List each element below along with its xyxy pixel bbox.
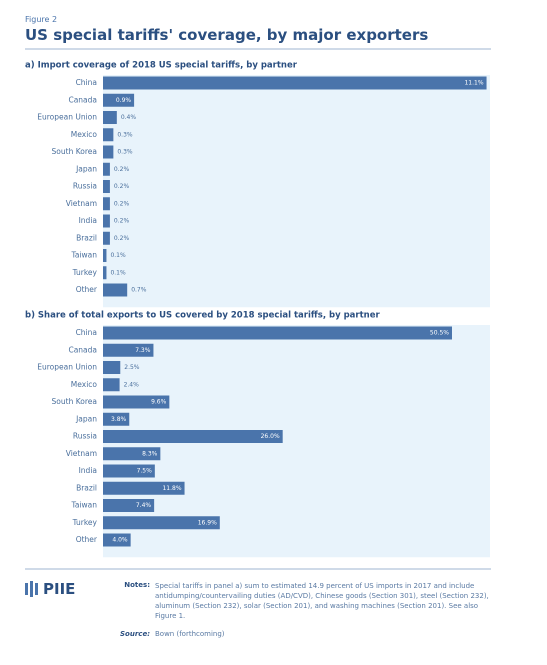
- category-label: Russia: [73, 432, 97, 441]
- value-label: 0.7%: [131, 287, 147, 294]
- bar: [103, 93, 135, 107]
- bar: [103, 266, 107, 280]
- category-label: Mexico: [71, 380, 98, 389]
- value-label: 50.5%: [430, 330, 449, 337]
- value-label: 11.1%: [464, 80, 483, 87]
- category-label: Mexico: [71, 130, 98, 139]
- category-label: Other: [76, 285, 98, 294]
- category-label: Russia: [73, 182, 97, 191]
- category-label: South Korea: [52, 397, 97, 406]
- value-label: 0.1%: [110, 269, 126, 276]
- category-label: India: [79, 216, 97, 225]
- bar: [103, 343, 154, 357]
- notes: Special tariffs in panel a) sum to estim…: [155, 582, 489, 620]
- category-label: China: [76, 78, 97, 87]
- value-label: 9.6%: [151, 399, 167, 406]
- value-label: 4.0%: [112, 537, 128, 544]
- logo: PIIE: [25, 580, 75, 598]
- category-label: Brazil: [76, 233, 97, 242]
- bar: [103, 162, 110, 176]
- bar: [103, 128, 114, 142]
- value-label: 0.3%: [117, 131, 133, 138]
- category-label: Japan: [75, 164, 97, 173]
- value-label: 0.2%: [114, 235, 130, 242]
- figure-label: Figure 2: [25, 15, 58, 24]
- category-label: Other: [76, 535, 98, 544]
- value-label: 0.2%: [114, 183, 130, 190]
- source-label: Source:: [120, 630, 150, 638]
- bar: [103, 533, 131, 547]
- bar: [103, 499, 155, 512]
- logo-text: PIIE: [43, 580, 76, 598]
- category-label: Canada: [68, 95, 97, 104]
- bar: [103, 145, 114, 159]
- bar: [103, 111, 117, 124]
- panel-title: b) Share of total exports to US covered …: [25, 311, 380, 321]
- category-label: Japan: [75, 414, 97, 423]
- bar: [103, 249, 107, 262]
- value-label: 0.4%: [121, 114, 137, 121]
- bar: [103, 76, 487, 90]
- category-label: Turkey: [72, 518, 98, 527]
- bar: [103, 326, 452, 340]
- value-label: 3.8%: [111, 416, 127, 423]
- bar: [103, 214, 110, 228]
- category-label: Taiwan: [70, 501, 97, 510]
- category-label: Turkey: [72, 268, 98, 277]
- value-label: 11.8%: [162, 485, 181, 492]
- bar: [103, 395, 170, 409]
- value-label: 0.2%: [114, 166, 130, 173]
- bar: [103, 283, 128, 297]
- panel-title: a) Import coverage of 2018 US special ta…: [25, 61, 298, 71]
- value-label: 7.5%: [137, 468, 153, 475]
- value-label: 16.9%: [198, 519, 217, 526]
- value-label: 26.0%: [261, 433, 280, 440]
- panel-background: [103, 75, 490, 308]
- value-label: 7.3%: [135, 347, 151, 354]
- value-label: 2.4%: [124, 381, 140, 388]
- bar: [103, 430, 283, 443]
- notes-label: Notes:: [124, 581, 150, 589]
- category-label: Canada: [68, 345, 97, 354]
- bar: [103, 378, 120, 392]
- bar: [103, 447, 161, 461]
- category-label: Vietnam: [66, 449, 97, 458]
- source: Bown (forthcoming): [155, 630, 225, 638]
- value-label: 7.4%: [136, 502, 152, 509]
- category-label: Taiwan: [70, 251, 97, 260]
- figure-title: US special tariffs' coverage, by major e…: [25, 26, 429, 44]
- category-label: European Union: [37, 113, 97, 122]
- bar: [103, 180, 110, 193]
- value-label: 0.2%: [114, 218, 130, 225]
- value-label: 8.3%: [142, 450, 158, 457]
- bar: [103, 197, 110, 211]
- value-label: 2.5%: [124, 364, 140, 371]
- category-label: Brazil: [76, 483, 97, 492]
- category-label: European Union: [37, 363, 97, 372]
- value-label: 0.9%: [116, 97, 132, 104]
- category-label: China: [76, 328, 97, 337]
- category-label: South Korea: [52, 147, 97, 156]
- bar: [103, 516, 220, 530]
- bar: [103, 361, 121, 374]
- category-label: India: [79, 466, 97, 475]
- value-label: 0.3%: [117, 149, 133, 156]
- logo-icon: [25, 581, 38, 597]
- category-label: Vietnam: [66, 199, 97, 208]
- value-label: 0.1%: [110, 252, 126, 259]
- value-label: 0.2%: [114, 200, 130, 207]
- bar: [103, 464, 155, 478]
- bar: [103, 231, 110, 245]
- bar: [103, 412, 130, 426]
- bar: [103, 481, 185, 495]
